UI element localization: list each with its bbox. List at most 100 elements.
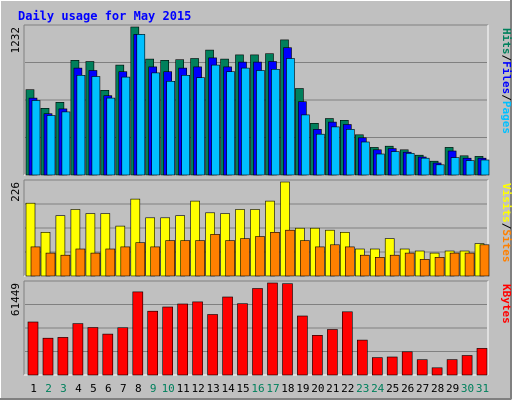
bar-visits-day-3 [55, 215, 66, 277]
bar-pages-day-4 [76, 75, 86, 176]
day-label-10: 10 [162, 382, 175, 395]
bar-kbytes-day-20 [312, 334, 323, 376]
bar-sites-day-21 [330, 244, 340, 277]
bar-pages-day-21 [331, 126, 340, 176]
bar-sites-day-24 [374, 256, 385, 277]
day-label-14: 14 [221, 382, 235, 395]
bar-sites-day-30 [464, 252, 475, 277]
bar-sites-day-4 [75, 248, 86, 277]
bar-pages-day-18 [286, 58, 295, 176]
day-label-22: 22 [341, 382, 354, 395]
day-label-12: 12 [191, 382, 204, 395]
bar-pages-day-27 [420, 157, 430, 176]
panel-max-label: 1232 [9, 27, 22, 54]
bar-kbytes-day-16 [252, 288, 263, 376]
bar-pages-day-29 [450, 157, 460, 176]
bar-sites-day-14 [225, 240, 235, 277]
bar-kbytes-day-26 [401, 351, 413, 376]
day-label-9: 9 [150, 382, 157, 395]
day-label-31: 31 [476, 382, 489, 395]
day-label-28: 28 [431, 382, 444, 395]
bar-kbytes-day-11 [177, 303, 188, 376]
bar-sites-day-18 [285, 229, 295, 277]
bar-sites-day-7 [120, 246, 131, 277]
day-label-23: 23 [356, 382, 369, 395]
day-label-18: 18 [281, 382, 294, 395]
day-label-29: 29 [446, 382, 459, 395]
bar-kbytes-day-5 [87, 327, 99, 376]
x-axis-day-labels: 1 2 3 4 5 6 7 8 9 10 11 12 13 14 15 16 17 18 19 20 21 22 23 24 2… [30, 382, 489, 395]
bar-pages-day-22 [345, 129, 355, 176]
bar-visits-day-8 [130, 198, 141, 277]
bar-kbytes-day-27 [416, 359, 428, 376]
bar-kbytes-day-19 [297, 315, 308, 376]
panel-legend: Visits/Sites [500, 183, 512, 263]
day-label-7: 7 [120, 382, 127, 395]
day-label-8: 8 [135, 382, 142, 395]
legend-sites: Sites [500, 229, 512, 262]
day-label-5: 5 [90, 382, 97, 395]
panel-legend: KBytes [500, 284, 512, 324]
chart-panels: 1232 Hits/Files/Pages 226 Visits/Sites 61449… [9, 24, 512, 376]
bar-sites-day-3 [60, 254, 71, 277]
bar-sites-day-1 [30, 246, 41, 277]
bar-kbytes-day-3 [57, 337, 69, 376]
bar-kbytes-day-8 [132, 291, 144, 376]
day-label-6: 6 [105, 382, 112, 395]
bar-pages-day-16 [256, 70, 265, 176]
bar-kbytes-day-1 [27, 321, 39, 376]
bar-sites-day-31 [479, 244, 490, 277]
bar-kbytes-day-25 [386, 356, 398, 376]
bar-sites-day-17 [270, 232, 280, 277]
bar-sites-day-9 [150, 246, 160, 277]
bar-pages-day-24 [375, 153, 385, 176]
bar-kbytes-day-14 [222, 296, 233, 376]
day-label-20: 20 [311, 382, 324, 395]
bar-sites-day-2 [45, 252, 56, 277]
day-label-26: 26 [401, 382, 414, 395]
bar-sites-day-10 [165, 240, 175, 277]
bar-pages-day-10 [166, 81, 175, 176]
bar-kbytes-day-21 [327, 329, 338, 376]
bar-pages-day-2 [46, 115, 56, 176]
bar-pages-day-1 [31, 100, 41, 176]
bar-kbytes-day-30 [461, 355, 473, 376]
panel-legend: Hits/Files/Pages [500, 28, 512, 134]
day-label-4: 4 [75, 382, 82, 395]
bar-sites-day-27 [419, 259, 430, 277]
bar-kbytes-day-15 [237, 303, 248, 376]
bar-pages-day-13 [211, 64, 220, 176]
panel-max-label: 61449 [9, 283, 22, 316]
day-label-15: 15 [236, 382, 249, 395]
day-label-2: 2 [45, 382, 52, 395]
bar-pages-day-25 [390, 151, 400, 176]
bar-sites-day-12 [195, 240, 205, 277]
legend-pages: Pages [500, 101, 512, 134]
bar-kbytes-day-18 [282, 283, 293, 376]
bar-kbytes-day-6 [102, 333, 114, 376]
bar-sites-day-6 [105, 248, 116, 277]
bar-kbytes-day-24 [371, 357, 383, 376]
bar-sites-day-28 [434, 256, 445, 277]
chart-title: Daily usage for May 2015 [18, 9, 191, 23]
bar-sites-day-15 [240, 238, 250, 277]
bar-sites-day-16 [255, 236, 265, 277]
day-label-21: 21 [326, 382, 339, 395]
bar-pages-day-26 [405, 153, 415, 176]
bar-sites-day-23 [359, 254, 370, 277]
day-label-27: 27 [416, 382, 429, 395]
bar-pages-day-17 [271, 69, 280, 176]
bar-kbytes-day-12 [192, 301, 203, 376]
panel-visits: 226 Visits/Sites [9, 179, 512, 277]
bar-pages-day-19 [301, 114, 310, 176]
bar-kbytes-day-22 [341, 311, 353, 376]
bar-kbytes-day-17 [267, 282, 278, 376]
bar-sites-day-20 [315, 246, 325, 277]
bar-pages-day-8 [136, 34, 146, 176]
bar-kbytes-day-10 [162, 306, 173, 376]
legend-files: Files [500, 61, 512, 94]
bar-pages-day-20 [316, 133, 325, 176]
bar-pages-day-9 [151, 72, 160, 176]
bar-sites-day-11 [180, 240, 190, 277]
bar-kbytes-day-9 [147, 310, 158, 376]
